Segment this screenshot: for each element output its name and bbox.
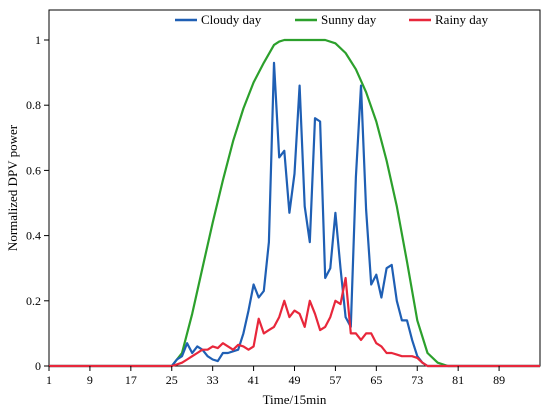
y-tick-label: 0.4: [26, 229, 41, 243]
x-tick-label: 89: [493, 373, 505, 387]
y-axis-title: Normalized DPV power: [5, 124, 20, 251]
plot-frame: [48, 9, 541, 367]
series-line-cloudy-day: [49, 61, 540, 368]
y-tick-label: 0.6: [26, 163, 41, 177]
y-axis-ticks: 0 0.2 0.4 0.6 0.8 1: [26, 33, 49, 373]
x-tick-label: 41: [248, 373, 260, 387]
x-axis-ticks: 1 9 17 25 33 41 49 57 65 73 81 89: [46, 366, 505, 387]
x-tick-label: 9: [87, 373, 93, 387]
x-tick-label: 25: [166, 373, 178, 387]
x-tick-label: 1: [46, 373, 52, 387]
y-tick-label: 1: [35, 33, 41, 47]
x-tick-label: 57: [329, 373, 341, 387]
legend-label-rainy-day: Rainy day: [435, 12, 489, 27]
legend: Cloudy day Sunny day Rainy day: [175, 12, 489, 27]
legend-label-cloudy-day: Cloudy day: [201, 12, 262, 27]
series-layer: [49, 38, 540, 368]
series-line-sunny-day: [49, 38, 540, 368]
plot-border: [48, 9, 541, 367]
x-tick-label: 81: [452, 373, 464, 387]
y-tick-label: 0.8: [26, 98, 41, 112]
x-tick-label: 65: [370, 373, 382, 387]
x-axis-title: Time/15min: [263, 392, 327, 407]
legend-label-sunny-day: Sunny day: [321, 12, 377, 27]
x-tick-label: 17: [125, 373, 137, 387]
x-tick-label: 73: [411, 373, 423, 387]
x-tick-label: 33: [207, 373, 219, 387]
y-tick-label: 0.2: [26, 294, 41, 308]
series-line-rainy-day: [49, 276, 540, 368]
y-tick-label: 0: [35, 359, 41, 373]
x-tick-label: 49: [289, 373, 301, 387]
